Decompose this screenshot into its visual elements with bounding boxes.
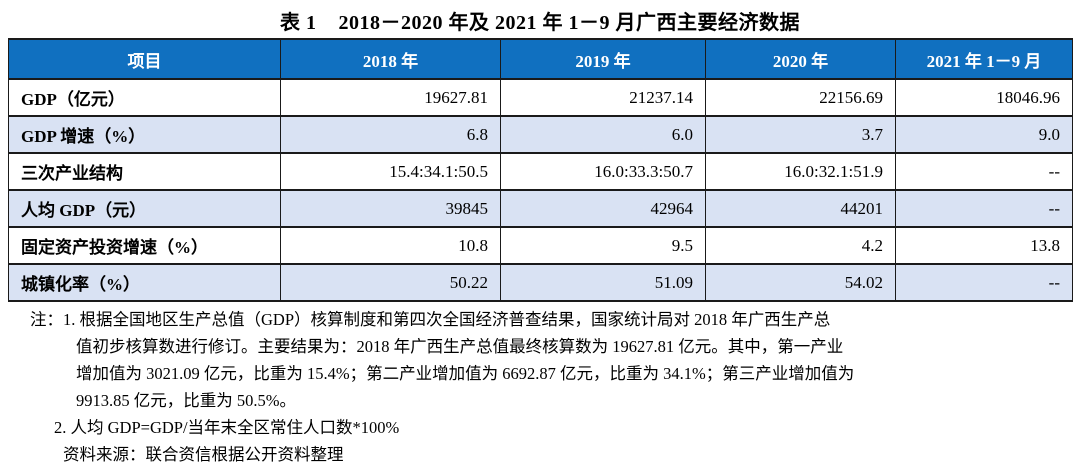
row-label: 人均 GDP（元）	[8, 189, 281, 228]
cell-value: 16.0:32.1:51.9	[705, 152, 896, 191]
cell-value: 54.02	[705, 263, 896, 302]
row-label: GDP 增速（%）	[8, 115, 281, 154]
cell-value: 39845	[280, 189, 501, 228]
note-line: 值初步核算数进行修订。主要结果为：2018 年广西生产总值最终核算数为 1962…	[76, 337, 844, 356]
column-header-4: 2021 年 1－9 月	[895, 38, 1073, 80]
table-row: 固定资产投资增速（%） 10.8 9.5 4.2 13.8	[8, 226, 1073, 265]
column-header-1: 2018 年	[280, 38, 501, 80]
column-header-2: 2019 年	[500, 38, 706, 80]
column-header-3: 2020 年	[705, 38, 896, 80]
table-header-row: 项目 2018 年 2019 年 2020 年 2021 年 1－9 月	[8, 38, 1073, 80]
cell-value: 22156.69	[705, 78, 896, 117]
row-label: 三次产业结构	[8, 152, 281, 191]
cell-value: 9.5	[500, 226, 706, 265]
column-header-0: 项目	[8, 38, 281, 80]
economic-data-table: 项目 2018 年 2019 年 2020 年 2021 年 1－9 月 GDP（亿元）…	[8, 38, 1073, 302]
cell-value: 6.8	[280, 115, 501, 154]
table-title: 表 1 2018－2020 年及 2021 年 1－9 月广西主要经济数据	[280, 12, 800, 34]
cell-value: 3.7	[705, 115, 896, 154]
note-line: 2. 人均 GDP=GDP/当年末全区常住人口数*100%	[54, 418, 400, 437]
cell-value: 51.09	[500, 263, 706, 302]
cell-value: 21237.14	[500, 78, 706, 117]
cell-value: 9.0	[895, 115, 1073, 154]
cell-value: 50.22	[280, 263, 501, 302]
note-line: 增加值为 3021.09 亿元，比重为 15.4%；第二产业增加值为 6692.…	[76, 364, 855, 383]
note-line: 9913.85 亿元，比重为 50.5%。	[76, 391, 296, 410]
cell-value: --	[895, 263, 1073, 302]
source-line: 资料来源：联合资信根据公开资料整理	[63, 445, 344, 464]
cell-value: 10.8	[280, 226, 501, 265]
table-row: 城镇化率（%） 50.22 51.09 54.02 --	[8, 263, 1073, 302]
cell-value: --	[895, 152, 1073, 191]
row-label: GDP（亿元）	[8, 78, 281, 117]
table-row: GDP（亿元） 19627.81 21237.14 22156.69 18046.96	[8, 78, 1073, 117]
row-label: 固定资产投资增速（%）	[8, 226, 281, 265]
cell-value: 18046.96	[895, 78, 1073, 117]
cell-value: 42964	[500, 189, 706, 228]
cell-value: 44201	[705, 189, 896, 228]
table-row: 三次产业结构 15.4:34.1:50.5 16.0:33.3:50.7 16.0:3…	[8, 152, 1073, 191]
cell-value: 4.2	[705, 226, 896, 265]
row-label: 城镇化率（%）	[8, 263, 281, 302]
cell-value: 19627.81	[280, 78, 501, 117]
note-line: 注：1. 根据全国地区生产总值（GDP）核算制度和第四次全国经济普查结果，国家统…	[30, 310, 831, 329]
cell-value: 15.4:34.1:50.5	[280, 152, 501, 191]
cell-value: 16.0:33.3:50.7	[500, 152, 706, 191]
table-notes: 注：1. 根据全国地区生产总值（GDP）核算制度和第四次全国经济普查结果，国家统…	[0, 306, 1070, 466]
cell-value: --	[895, 189, 1073, 228]
table-row: GDP 增速（%） 6.8 6.0 3.7 9.0	[8, 115, 1073, 154]
cell-value: 13.8	[895, 226, 1073, 265]
table-row: 人均 GDP（元） 39845 42964 44201 --	[8, 189, 1073, 228]
cell-value: 6.0	[500, 115, 706, 154]
